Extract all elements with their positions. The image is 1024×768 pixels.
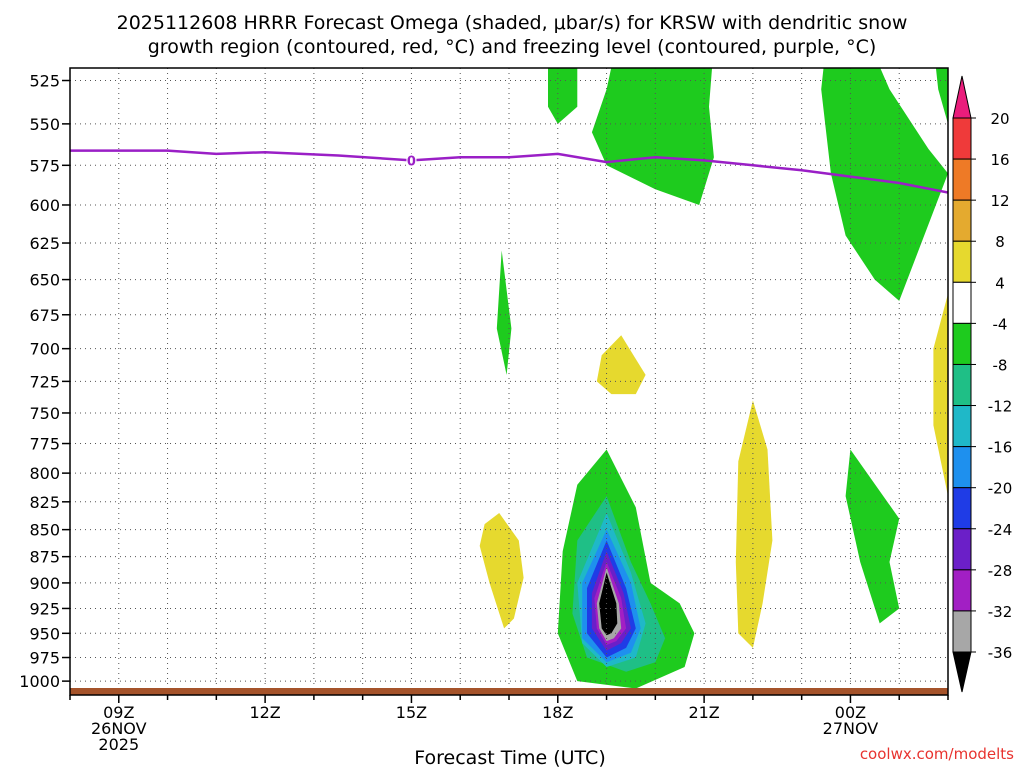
colorbar-segment [952,487,972,530]
colorbar-segment [952,240,972,283]
omega-region [845,449,900,624]
y-tick-label: 950 [29,624,60,643]
y-tick-label: 850 [29,521,60,540]
chart-title-line-2: growth region (contoured, red, °C) and f… [148,36,877,58]
credit-text: coolwx.com/modelts [860,745,1014,763]
y-tick-label: 1000 [19,672,60,691]
colorbar-label: -8 [993,356,1008,374]
colorbar-segment [952,528,972,571]
y-tick-label: 775 [29,435,60,454]
x-tick-label: 26NOV [91,719,147,738]
y-tick-label: 900 [29,574,60,593]
colorbar-label: -16 [988,439,1013,457]
y-tick-label: 600 [29,196,60,215]
omega-region [548,68,578,124]
omega-region [821,68,948,301]
y-tick-label: 975 [29,649,60,668]
x-tick-label: 12Z [249,703,280,722]
omega-region [735,400,773,648]
chart-title-line-1: 2025112608 HRRR Forecast Omega (shaded, … [117,12,908,34]
colorbar-label: 16 [990,151,1009,169]
colorbar-label: 12 [990,192,1009,210]
colorbar-segment [952,446,972,489]
x-tick-label: 27NOV [823,719,879,738]
x-tick-label: 15Z [396,703,427,722]
omega-region [496,250,512,375]
omega-region [596,335,646,395]
freezing-level-line [70,149,948,194]
omega-region [935,68,948,124]
colorbar-label: -12 [988,398,1013,416]
surface-band [70,688,948,695]
plot-area: 0 [69,67,949,696]
colorbar-label: -28 [988,562,1013,580]
colorbar-segment [952,405,972,448]
x-tick-label: 09Z [103,703,134,722]
y-tick-label: 550 [29,115,60,134]
y-tick-label: 750 [29,404,60,423]
freezing-level-label-bg [406,153,417,167]
y-tick-label: 925 [29,599,60,618]
colorbar-segment [952,117,972,160]
colorbar-segment [952,569,972,612]
y-tick-label: 800 [29,464,60,483]
colorbar-label: -4 [993,315,1008,333]
colorbar-segment [952,610,972,653]
colorbar-segment [952,363,972,407]
freezing-level-label: 0 [407,154,416,169]
colorbar-label: 4 [995,274,1005,292]
y-tick-label: 575 [29,156,60,175]
x-tick-label: 2025 [98,735,139,754]
surface-band-fill [70,688,948,695]
y-tick-label: 875 [29,548,60,567]
omega-region [599,572,618,636]
y-tick-label: 650 [29,271,60,290]
colorbar-label: -24 [988,521,1013,539]
colorbar-label: -20 [988,480,1013,498]
colorbar-segment [952,281,972,324]
colorbar-segment [952,199,972,242]
omega-region [933,293,948,497]
colorbar-label: 8 [995,233,1005,251]
colorbar: 20 16 12 8 4 -4 -8 -12 -16 -20 -24 -28 -32 -36 [952,75,1013,693]
x-tick-label: 00Z [835,703,866,722]
y-tick-label: 625 [29,234,60,253]
y-tick-label: 675 [29,306,60,325]
x-axis-label: Forecast Time (UTC) [414,747,605,768]
y-tick-label: 525 [29,72,60,91]
colorbar-top-arrow [952,75,972,119]
freezing-level-layer: 0 [70,149,948,194]
colorbar-label: 20 [990,110,1009,128]
colorbar-label: -32 [988,603,1013,621]
colorbar-segment [952,322,972,365]
y-axis: 525 550 575 600 625 650 675 700 725 750 775 800 825 8… [19,72,70,691]
omega-shading-layer [479,68,948,689]
y-tick-label: 700 [29,340,60,359]
omega-region [479,513,524,629]
omega-region [591,68,714,205]
y-tick-label: 725 [29,372,60,391]
colorbar-label: -36 [988,644,1013,662]
x-tick-label: 18Z [542,703,573,722]
x-tick-label: 21Z [688,703,719,722]
colorbar-bottom-arrow [952,651,972,693]
y-tick-label: 825 [29,493,60,512]
colorbar-segment [952,158,972,201]
